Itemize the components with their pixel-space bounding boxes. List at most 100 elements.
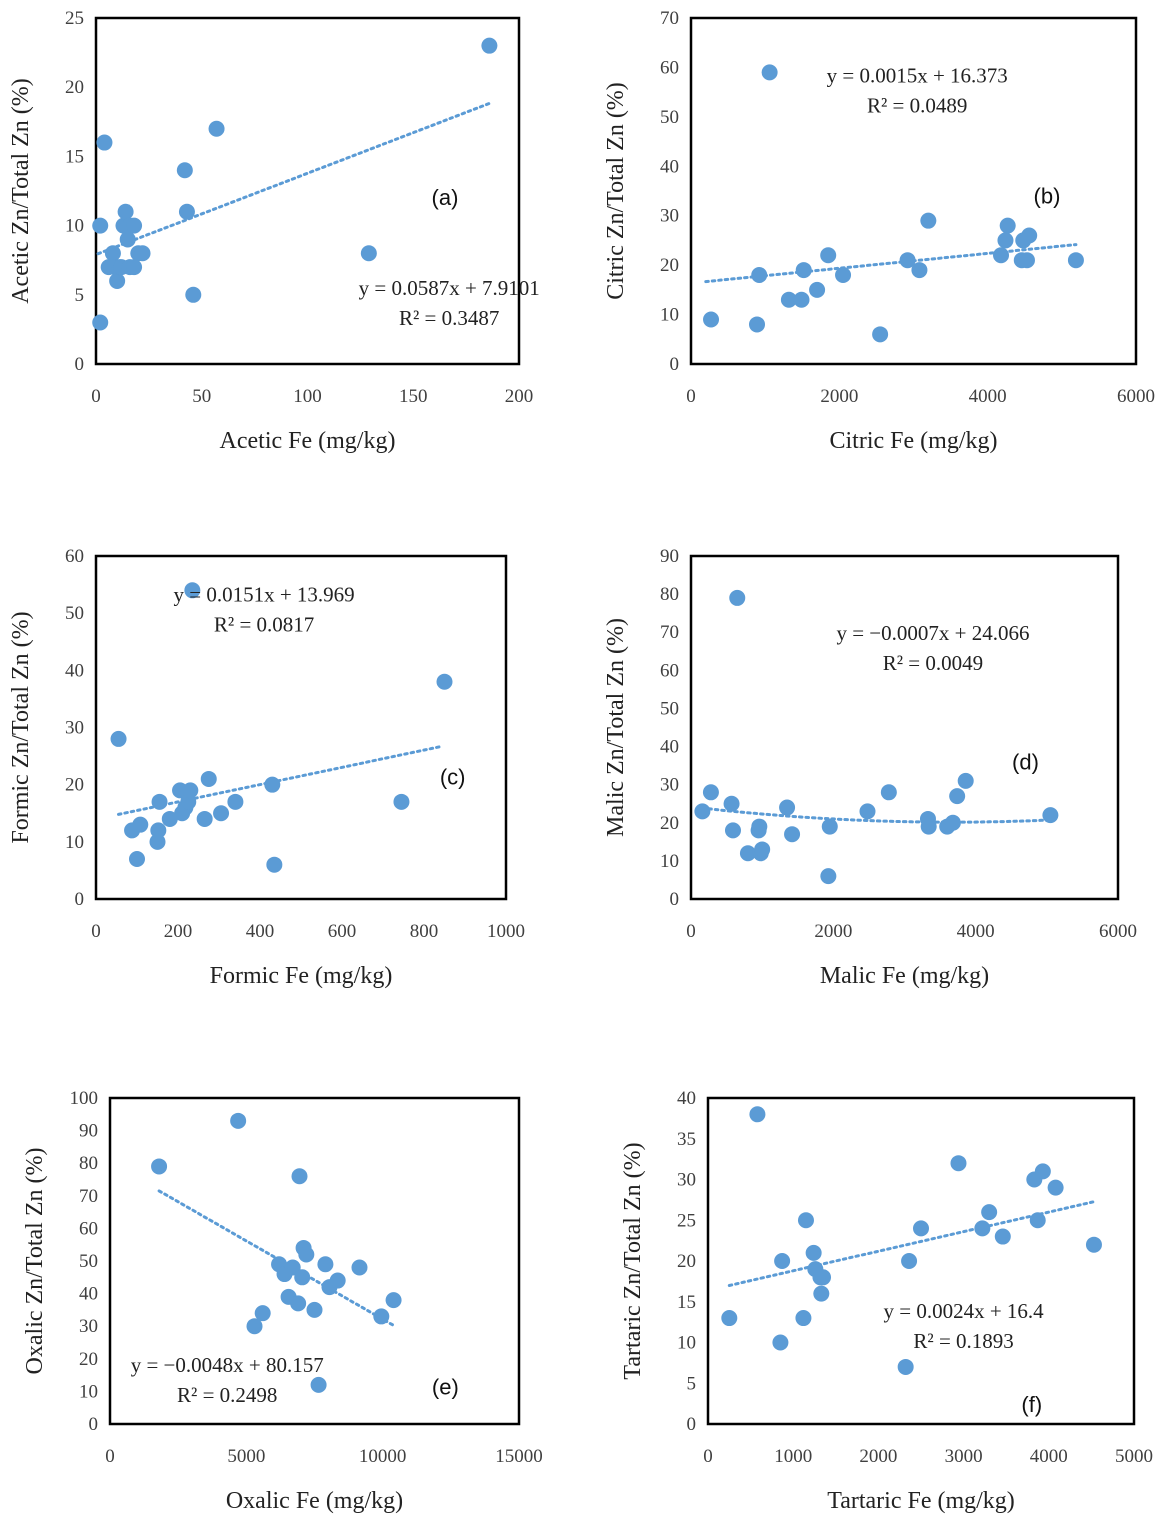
data-point [859, 803, 876, 820]
y-tick-label: 40 [677, 1088, 696, 1109]
y-tick-label: 70 [79, 1186, 98, 1207]
data-point [132, 816, 149, 833]
y-tick-label: 25 [65, 8, 84, 29]
y-axis-label: Acetic Zn/Total Zn (%) [8, 78, 34, 304]
data-point [182, 782, 199, 799]
data-point [317, 1256, 334, 1273]
trendline-equation: y = 0.0015x + 16.373 [827, 63, 1008, 87]
x-tick-label: 5000 [1115, 1446, 1153, 1467]
y-tick-label: 10 [65, 832, 84, 853]
trendline-equation: y = −0.0007x + 24.066 [836, 621, 1029, 645]
y-tick-label: 20 [79, 1349, 98, 1370]
data-point [246, 1318, 263, 1335]
x-tick-label: 2000 [820, 386, 858, 407]
y-tick-label: 50 [660, 698, 679, 719]
plot-frame [94, 16, 521, 366]
data-point [1047, 1179, 1064, 1196]
x-tick-label: 0 [91, 921, 101, 942]
y-tick-label: 25 [677, 1210, 696, 1231]
y-tick-label: 20 [677, 1251, 696, 1272]
x-axis-label: Formic Fe (mg/kg) [210, 963, 393, 989]
data-point [290, 1295, 307, 1312]
data-point [793, 291, 810, 308]
x-tick-label: 1000 [487, 921, 525, 942]
data-point [230, 1112, 247, 1129]
r-squared-label: R² = 0.3487 [399, 306, 499, 330]
data-point [92, 314, 109, 331]
data-point [721, 1310, 738, 1327]
panel-label: (f) [1021, 1392, 1042, 1417]
data-point [96, 134, 113, 151]
x-tick-label: 0 [686, 921, 696, 942]
x-tick-label: 0 [686, 386, 696, 407]
y-axis-label: Malic Zn/Total Zn (%) [603, 618, 629, 837]
data-point [109, 272, 126, 289]
scatter-chart-d: 0 10 20 30 40 50 60 70 80 90 0 2000 4000 6000 Malic Fe… [603, 546, 1137, 989]
y-tick-label: 40 [65, 660, 84, 681]
data-point [913, 1220, 929, 1237]
y-tick-label: 30 [660, 775, 679, 796]
x-tick-label: 150 [399, 386, 428, 407]
y-tick-label: 20 [660, 813, 679, 834]
chart-panel-d: 0 10 20 30 40 50 60 70 80 90 0 2000 4000 6000 Malic Fe… [581, 508, 1162, 1016]
y-tick-label: 70 [660, 622, 679, 643]
data-point [797, 1212, 814, 1229]
data-point [944, 814, 961, 831]
data-point [208, 120, 225, 137]
data-point [795, 262, 812, 279]
plot-frame [689, 16, 1138, 366]
x-tick-label: 400 [246, 921, 275, 942]
chart-panel-b: 0 10 20 30 40 50 60 70 0 2000 4000 6000 Citric Fe (m… [581, 0, 1162, 508]
data-point [176, 162, 193, 179]
panel-label: (d) [1012, 749, 1039, 774]
data-point [724, 822, 741, 839]
scatter-chart-b: 0 10 20 30 40 50 60 70 0 2000 4000 6000 Citric Fe (m… [603, 8, 1155, 454]
data-point [703, 311, 720, 328]
data-point [784, 826, 801, 843]
panel-label: (c) [440, 765, 466, 790]
data-point [481, 37, 498, 54]
data-point [899, 252, 916, 269]
data-point [911, 262, 928, 279]
y-tick-label: 20 [660, 255, 679, 276]
y-tick-label: 15 [677, 1292, 696, 1313]
x-tick-label: 800 [410, 921, 439, 942]
data-point [805, 1244, 822, 1261]
data-point [360, 245, 377, 262]
data-point [949, 788, 966, 805]
data-point [104, 245, 121, 262]
data-point [981, 1204, 998, 1221]
data-point [151, 1158, 168, 1175]
data-point [751, 818, 768, 835]
x-tick-label: 0 [91, 386, 101, 407]
x-tick-label: 2000 [814, 921, 852, 942]
data-point [779, 799, 796, 816]
data-point [385, 1292, 402, 1309]
x-tick-label: 1000 [774, 1446, 812, 1467]
y-tick-label: 20 [65, 77, 84, 98]
data-point [880, 784, 897, 801]
scatter-chart-a: 0 5 10 15 20 25 0 50 100 150 200 Acetic Fe (mg/kg) A… [8, 8, 540, 454]
x-axis-label: Acetic Fe (mg/kg) [220, 428, 396, 454]
y-tick-label: 0 [75, 354, 85, 375]
y-tick-label: 100 [70, 1088, 99, 1109]
y-tick-label: 60 [660, 57, 679, 78]
data-point [809, 281, 826, 298]
x-tick-label: 15000 [495, 1446, 543, 1467]
data-point [901, 1253, 918, 1269]
y-tick-label: 60 [79, 1218, 98, 1239]
data-point [920, 212, 937, 229]
y-tick-label: 70 [660, 8, 679, 29]
data-point [1018, 252, 1035, 269]
y-tick-label: 0 [89, 1414, 99, 1435]
y-tick-label: 40 [660, 737, 679, 758]
y-tick-label: 35 [677, 1129, 696, 1150]
plot-frame [706, 1096, 1136, 1426]
y-axis-label: Formic Zn/Total Zn (%) [8, 611, 34, 843]
chart-panel-e: 0 10 20 30 40 50 60 70 80 90 100 0 5000 10000 15000 Oxa… [0, 1016, 581, 1524]
data-point [161, 810, 178, 827]
x-axis-label: Tartaric Fe (mg/kg) [827, 1488, 1015, 1514]
data-point [150, 822, 167, 839]
data-point [1021, 227, 1038, 244]
